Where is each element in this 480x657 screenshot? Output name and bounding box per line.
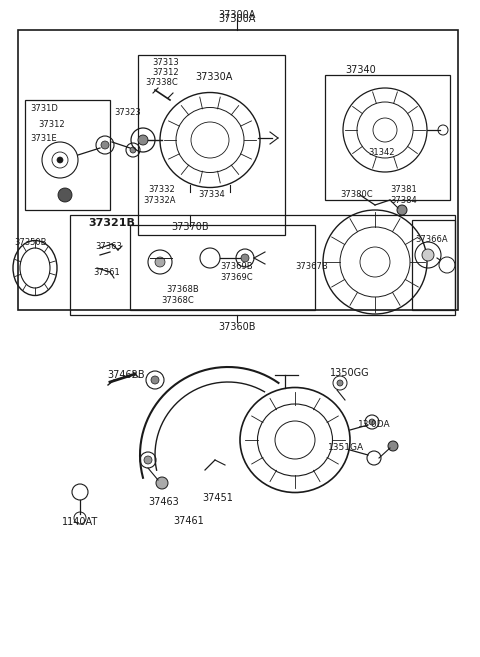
Text: 37340: 37340: [345, 65, 376, 75]
Circle shape: [58, 188, 72, 202]
Text: 37363: 37363: [95, 242, 122, 251]
Text: 37330A: 37330A: [195, 72, 232, 82]
Circle shape: [130, 147, 136, 153]
Text: 37332: 37332: [148, 185, 175, 194]
Text: 37366A: 37366A: [415, 235, 448, 244]
Circle shape: [397, 205, 407, 215]
Text: 1351GA: 1351GA: [328, 443, 364, 452]
Text: 37323: 37323: [114, 108, 141, 117]
Circle shape: [144, 456, 152, 464]
Text: 37338C: 37338C: [145, 78, 178, 87]
Text: 37300A: 37300A: [218, 14, 256, 24]
Bar: [18, 30, 458, 310]
Bar: [412, 220, 455, 310]
Text: 37361: 37361: [93, 268, 120, 277]
Text: 37367B: 37367B: [295, 262, 328, 271]
Text: 37368B: 37368B: [166, 285, 199, 294]
Bar: [25, 100, 110, 210]
Circle shape: [155, 257, 165, 267]
Circle shape: [241, 254, 249, 262]
Text: 37334: 37334: [198, 190, 225, 199]
Text: 37312: 37312: [38, 120, 65, 129]
Circle shape: [337, 380, 343, 386]
Circle shape: [156, 477, 168, 489]
Text: 1350GG: 1350GG: [330, 368, 370, 378]
Text: 37369C: 37369C: [220, 273, 252, 282]
Text: 37321B: 37321B: [88, 218, 135, 228]
Circle shape: [422, 249, 434, 261]
Text: 37381: 37381: [390, 185, 417, 194]
Circle shape: [138, 135, 148, 145]
Text: 37350B: 37350B: [14, 238, 47, 247]
Text: 37384: 37384: [390, 196, 417, 205]
Circle shape: [151, 376, 159, 384]
Circle shape: [57, 157, 63, 163]
Text: 37461: 37461: [173, 516, 204, 526]
Text: 3731D: 3731D: [30, 104, 58, 113]
Text: 37462B: 37462B: [107, 370, 144, 380]
Text: 37463: 37463: [148, 497, 179, 507]
Bar: [130, 225, 315, 310]
Circle shape: [369, 419, 375, 425]
Text: 37313: 37313: [152, 58, 179, 67]
Text: 37451: 37451: [202, 493, 233, 503]
Bar: [325, 75, 450, 200]
Circle shape: [101, 141, 109, 149]
Bar: [70, 215, 455, 315]
Circle shape: [388, 441, 398, 451]
Text: 37300A: 37300A: [218, 10, 256, 20]
Text: 31342: 31342: [368, 148, 395, 157]
Text: 37312: 37312: [152, 68, 179, 77]
Text: 37368C: 37368C: [161, 296, 194, 305]
Bar: [138, 55, 285, 235]
Text: 37370B: 37370B: [171, 222, 209, 232]
Text: 37380C: 37380C: [340, 190, 372, 199]
Text: 37332A: 37332A: [143, 196, 176, 205]
Text: 13'0DA: 13'0DA: [358, 420, 391, 429]
Text: 1140AT: 1140AT: [62, 517, 98, 527]
Text: 37369B: 37369B: [220, 262, 252, 271]
Text: 3731E: 3731E: [30, 134, 57, 143]
Text: 37360B: 37360B: [218, 322, 256, 332]
